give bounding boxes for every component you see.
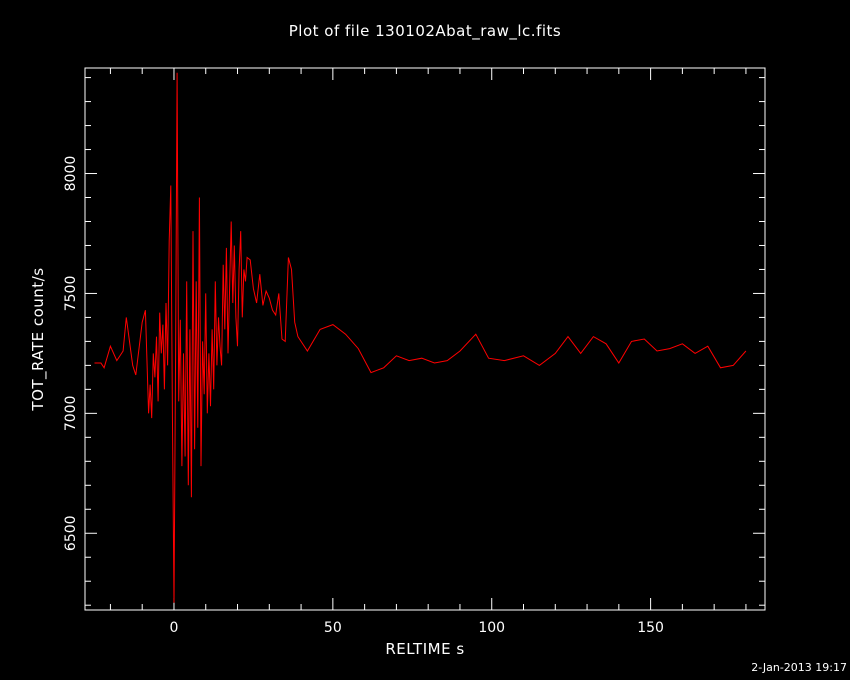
x-tick-label: 100 bbox=[478, 620, 505, 636]
x-tick-label: 0 bbox=[170, 620, 179, 636]
y-tick-label: 7000 bbox=[63, 396, 79, 432]
x-axis-label: RELTIME s bbox=[385, 640, 465, 658]
x-tick-label: 50 bbox=[324, 620, 342, 636]
y-tick-label: 6500 bbox=[63, 515, 79, 551]
chart-title: Plot of file 130102Abat_raw_lc.fits bbox=[288, 22, 562, 40]
plot-timestamp: 2-Jan-2013 19:17 bbox=[751, 661, 847, 674]
y-tick-label: 8000 bbox=[63, 156, 79, 192]
series-line-tot-rate bbox=[94, 72, 747, 603]
y-tick-label: 7500 bbox=[63, 276, 79, 312]
x-tick-label: 150 bbox=[637, 620, 664, 636]
y-axis-label: TOT_RATE count/s bbox=[29, 267, 47, 411]
tick-labels: 0 50 100 150 6500 7000 7500 8000 bbox=[63, 156, 664, 636]
axis-ticks bbox=[85, 68, 765, 610]
plot-frame bbox=[84, 67, 766, 611]
